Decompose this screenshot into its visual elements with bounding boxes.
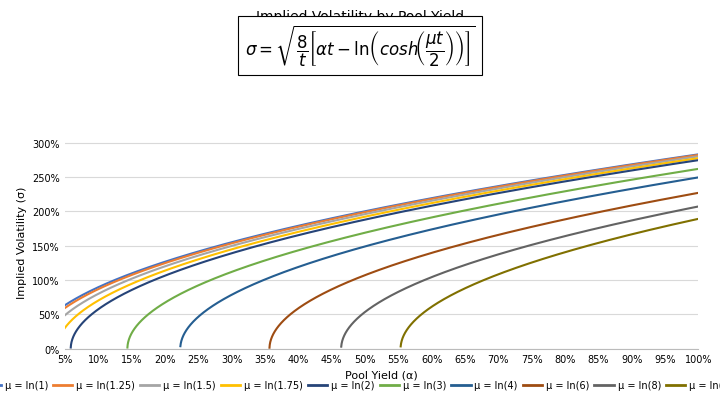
μ = ln(1.25) [441,194,449,199]
μ = ln(1.75) [582,174,590,179]
μ = ln(1.75) [441,198,449,203]
μ = ln(3) [582,186,590,190]
μ = ln(4) [534,205,542,209]
Legend: μ = ln(1), μ = ln(1.25), μ = ln(1.5), μ = ln(1.75), μ = ln(2), μ = ln(3), μ = ln: μ = ln(1), μ = ln(1.25), μ = ln(1.5), μ … [0,377,720,394]
μ = ln(1) [534,178,542,182]
μ = ln(1.5) [582,172,590,177]
μ = ln(1.25) [694,153,703,158]
μ = ln(1) [60,303,69,308]
μ = ln(8) [472,259,481,264]
μ = ln(1) [582,170,590,174]
μ = ln(1.75) [302,228,311,233]
μ = ln(4) [582,195,590,200]
μ = ln(8) [582,229,590,234]
Line: μ = ln(4): μ = ln(4) [181,178,698,346]
μ = ln(4) [302,262,311,267]
μ = ln(3) [441,213,449,217]
μ = ln(1.25) [60,306,69,311]
Line: μ = ln(1.75): μ = ln(1.75) [65,159,698,328]
μ = ln(1) [302,222,311,227]
μ = ln(1.75) [60,326,69,330]
μ = ln(1.25) [302,223,311,228]
μ = ln(10) [472,281,481,286]
μ = ln(2) [472,195,481,200]
μ = ln(2) [176,268,184,273]
μ = ln(1.5) [302,225,311,230]
μ = ln(4) [694,176,703,180]
μ = ln(1.5) [694,154,703,159]
Line: μ = ln(1.5): μ = ln(1.5) [65,157,698,316]
Y-axis label: Implied Volatility (σ): Implied Volatility (σ) [17,186,27,299]
μ = ln(4) [472,217,481,222]
μ = ln(1.5) [441,196,449,201]
μ = ln(10) [694,217,703,222]
μ = ln(8) [441,270,449,275]
μ = ln(2) [582,176,590,181]
Line: μ = ln(3): μ = ln(3) [127,170,698,348]
μ = ln(1.5) [472,190,481,195]
μ = ln(6) [302,300,311,305]
μ = ln(3) [176,292,184,297]
μ = ln(1.5) [534,180,542,184]
μ = ln(2) [302,231,311,236]
Line: μ = ln(1.25): μ = ln(1.25) [65,156,698,308]
μ = ln(6) [472,238,481,243]
μ = ln(1.5) [176,259,184,264]
Line: μ = ln(1): μ = ln(1) [65,155,698,306]
μ = ln(8) [694,205,703,209]
μ = ln(8) [534,241,542,246]
μ = ln(3) [472,206,481,211]
μ = ln(1) [441,194,449,198]
μ = ln(1.75) [472,192,481,197]
μ = ln(1.25) [472,189,481,194]
μ = ln(1) [472,188,481,193]
μ = ln(1.75) [534,182,542,187]
Line: μ = ln(8): μ = ln(8) [341,207,698,347]
μ = ln(3) [694,167,703,172]
Text: $\sigma = \sqrt{\dfrac{8}{t}\left[\alpha t - \ln\!\left(cosh\!\left(\dfrac{\mu t: $\sigma = \sqrt{\dfrac{8}{t}\left[\alpha… [245,23,475,69]
μ = ln(4) [441,224,449,229]
μ = ln(6) [534,223,542,228]
μ = ln(2) [534,184,542,189]
Line: μ = ln(6): μ = ln(6) [269,193,698,348]
μ = ln(3) [534,194,542,199]
μ = ln(1.25) [534,178,542,183]
μ = ln(6) [441,247,449,252]
μ = ln(10) [441,297,449,302]
μ = ln(1.75) [176,263,184,268]
μ = ln(1.75) [694,156,703,161]
μ = ln(1.5) [60,313,69,318]
μ = ln(10) [582,244,590,249]
μ = ln(3) [302,246,311,251]
X-axis label: Pool Yield (α): Pool Yield (α) [345,369,418,379]
μ = ln(1.25) [582,170,590,175]
μ = ln(10) [534,259,542,263]
μ = ln(2) [441,201,449,206]
Line: μ = ln(10): μ = ln(10) [400,219,698,346]
μ = ln(1) [694,152,703,157]
Line: μ = ln(2): μ = ln(2) [71,161,698,348]
μ = ln(1.25) [176,256,184,261]
μ = ln(2) [694,158,703,163]
μ = ln(6) [582,213,590,218]
Text: Implied Volatility by Pool Yield: Implied Volatility by Pool Yield [256,10,464,24]
μ = ln(6) [694,191,703,196]
μ = ln(1) [176,255,184,260]
